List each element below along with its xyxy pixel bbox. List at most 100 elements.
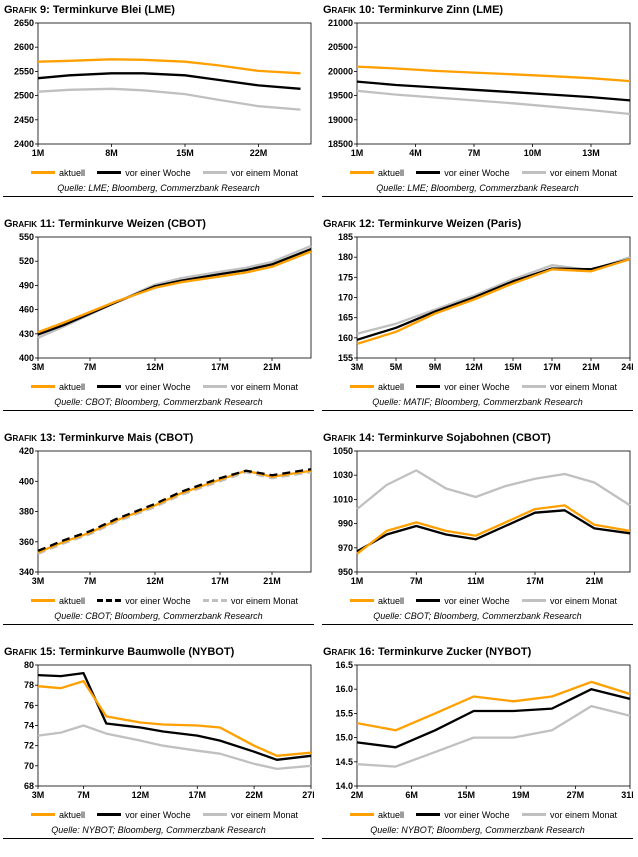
series-line <box>356 509 631 553</box>
y-tick-label: 20000 <box>328 66 353 76</box>
y-tick-label: 19500 <box>328 91 353 101</box>
legend-label: vor einem Monat <box>230 381 298 392</box>
chart-legend: aktuell vor einer Woche vor einem Monat <box>322 808 633 821</box>
legend-swatch-icon <box>416 813 441 816</box>
legend-swatch-icon <box>416 171 441 174</box>
plot-border <box>356 450 631 573</box>
x-tick-label: 8M <box>105 148 118 158</box>
chart-plot: 18500 19000 19500 20000 20500 21000 1M 4M 7M 10M 1… <box>328 18 631 158</box>
x-tick-label: 31M <box>621 790 633 800</box>
chart-source: Quelle: CBOT; Bloomberg, Commerzbank Res… <box>54 397 263 407</box>
chart-source: Quelle: NYBOT; Bloomberg, Commerzbank Re… <box>51 825 266 835</box>
y-tick-label: 400 <box>19 476 34 486</box>
legend-item: vor einem Monat <box>521 382 617 392</box>
series-line <box>37 724 312 771</box>
legend-item: aktuell <box>350 168 404 178</box>
series-line <box>356 258 631 345</box>
legend-item: vor einem Monat <box>521 595 617 606</box>
y-tick-label: 72 <box>24 741 34 751</box>
x-tick-label: 19M <box>512 790 530 800</box>
chart-title-text: Terminkurve Weizen (Paris) <box>378 218 522 230</box>
series-line <box>37 72 301 90</box>
legend-label: aktuell <box>378 167 405 178</box>
legend-label: aktuell <box>59 167 86 178</box>
legend-label: vor einer Woche <box>444 167 510 178</box>
legend-item: vor einer Woche <box>97 168 191 178</box>
x-tick-label: 1M <box>351 148 364 158</box>
y-tick-label: 2450 <box>14 115 34 125</box>
chart-label: Grafik 11: <box>4 218 56 230</box>
y-tick-label: 430 <box>19 329 34 339</box>
legend-label: vor einer Woche <box>125 809 191 820</box>
chart-label: Grafik 9: <box>4 4 50 16</box>
chart-legend: aktuell vor einer Woche vor einem Monat <box>3 380 314 393</box>
legend-swatch-icon <box>350 599 374 602</box>
plot-border <box>37 22 312 145</box>
chart-title-text: Terminkurve Baumwolle (NYBOT) <box>59 646 235 658</box>
row-divider <box>322 196 633 197</box>
chart-cell: Grafik 13: Terminkurve Mais (CBOT) 340 36… <box>0 428 319 642</box>
y-tick-label: 14.0 <box>335 781 353 791</box>
chart-title: Grafik 9: Terminkurve Blei (LME) <box>4 4 314 16</box>
series-line <box>37 248 312 336</box>
legend-label: vor einer Woche <box>444 809 510 820</box>
legend-item: vor einem Monat <box>202 810 298 820</box>
y-tick-label: 160 <box>338 333 353 343</box>
x-tick-label: 15M <box>457 790 475 800</box>
chart-plot: 400 430 460 490 520 550 3M 7M 12M 17M 21M <box>19 232 312 372</box>
y-tick-label: 180 <box>338 252 353 262</box>
legend-swatch-icon <box>202 171 227 174</box>
legend-swatch-icon <box>350 385 374 388</box>
y-tick-label: 340 <box>19 567 34 577</box>
legend-item: aktuell <box>350 596 404 606</box>
legend-swatch-icon <box>97 385 122 388</box>
plot-border <box>356 236 631 359</box>
legend-swatch-icon <box>521 385 546 388</box>
chart-plot: 155 160 165 170 175 180 185 3M 5M 9M 12M 15M 17M 21M 2… <box>338 232 633 372</box>
x-tick-label: 6M <box>405 790 418 800</box>
chart-title-text: Terminkurve Sojabohnen (CBOT) <box>378 432 551 444</box>
x-tick-label: 22M <box>245 790 263 800</box>
chart-title: Grafik 14: Terminkurve Sojabohnen (CBOT) <box>323 432 633 444</box>
x-tick-label: 15M <box>176 148 194 158</box>
x-tick-label: 11M <box>467 576 484 586</box>
x-tick-label: 24M <box>621 362 633 372</box>
chart-plot: 68 70 72 74 76 78 80 3M 7M 12M 17M 22M 27M <box>24 660 314 800</box>
chart-cell: Grafik 12: Terminkurve Weizen (Paris) 15… <box>319 214 638 428</box>
x-tick-label: 5M <box>390 362 403 372</box>
y-tick-label: 2600 <box>14 42 34 52</box>
legend-label: aktuell <box>378 809 405 820</box>
series-line <box>37 58 301 75</box>
y-tick-label: 76 <box>24 700 34 710</box>
legend-swatch-icon <box>97 171 122 174</box>
x-tick-label: 21M <box>263 362 281 372</box>
legend-label: vor einem Monat <box>230 595 298 606</box>
x-tick-label: 4M <box>409 148 422 158</box>
x-tick-label: 15M <box>504 362 522 372</box>
y-tick-label: 970 <box>338 543 353 553</box>
x-tick-label: 27M <box>302 790 314 800</box>
x-tick-label: 3M <box>351 362 364 372</box>
chart-title: Grafik 12: Terminkurve Weizen (Paris) <box>323 218 633 230</box>
series-line <box>37 87 301 111</box>
series-line <box>356 688 631 749</box>
y-tick-label: 2650 <box>14 18 34 28</box>
y-tick-label: 20500 <box>328 42 353 52</box>
chart-title: Grafik 16: Terminkurve Zucker (NYBOT) <box>323 646 633 658</box>
chart-title: Grafik 13: Terminkurve Mais (CBOT) <box>4 432 314 444</box>
legend-item: aktuell <box>31 168 85 178</box>
series-line <box>356 704 631 768</box>
chart-title: Grafik 11: Terminkurve Weizen (CBOT) <box>4 218 314 230</box>
legend-item: vor einem Monat <box>202 381 298 392</box>
x-tick-label: 7M <box>468 148 481 158</box>
y-tick-label: 1010 <box>333 494 353 504</box>
chart-source: Quelle: MATIF; Bloomberg, Commerzbank Re… <box>372 397 583 407</box>
x-tick-label: 2M <box>351 790 364 800</box>
chart-label: Grafik 15: <box>4 646 56 658</box>
y-tick-label: 360 <box>19 537 34 547</box>
legend-label: vor einem Monat <box>549 595 617 606</box>
legend-label: vor einer Woche <box>444 595 510 606</box>
series-line <box>37 679 312 757</box>
legend-swatch-icon <box>97 599 122 602</box>
